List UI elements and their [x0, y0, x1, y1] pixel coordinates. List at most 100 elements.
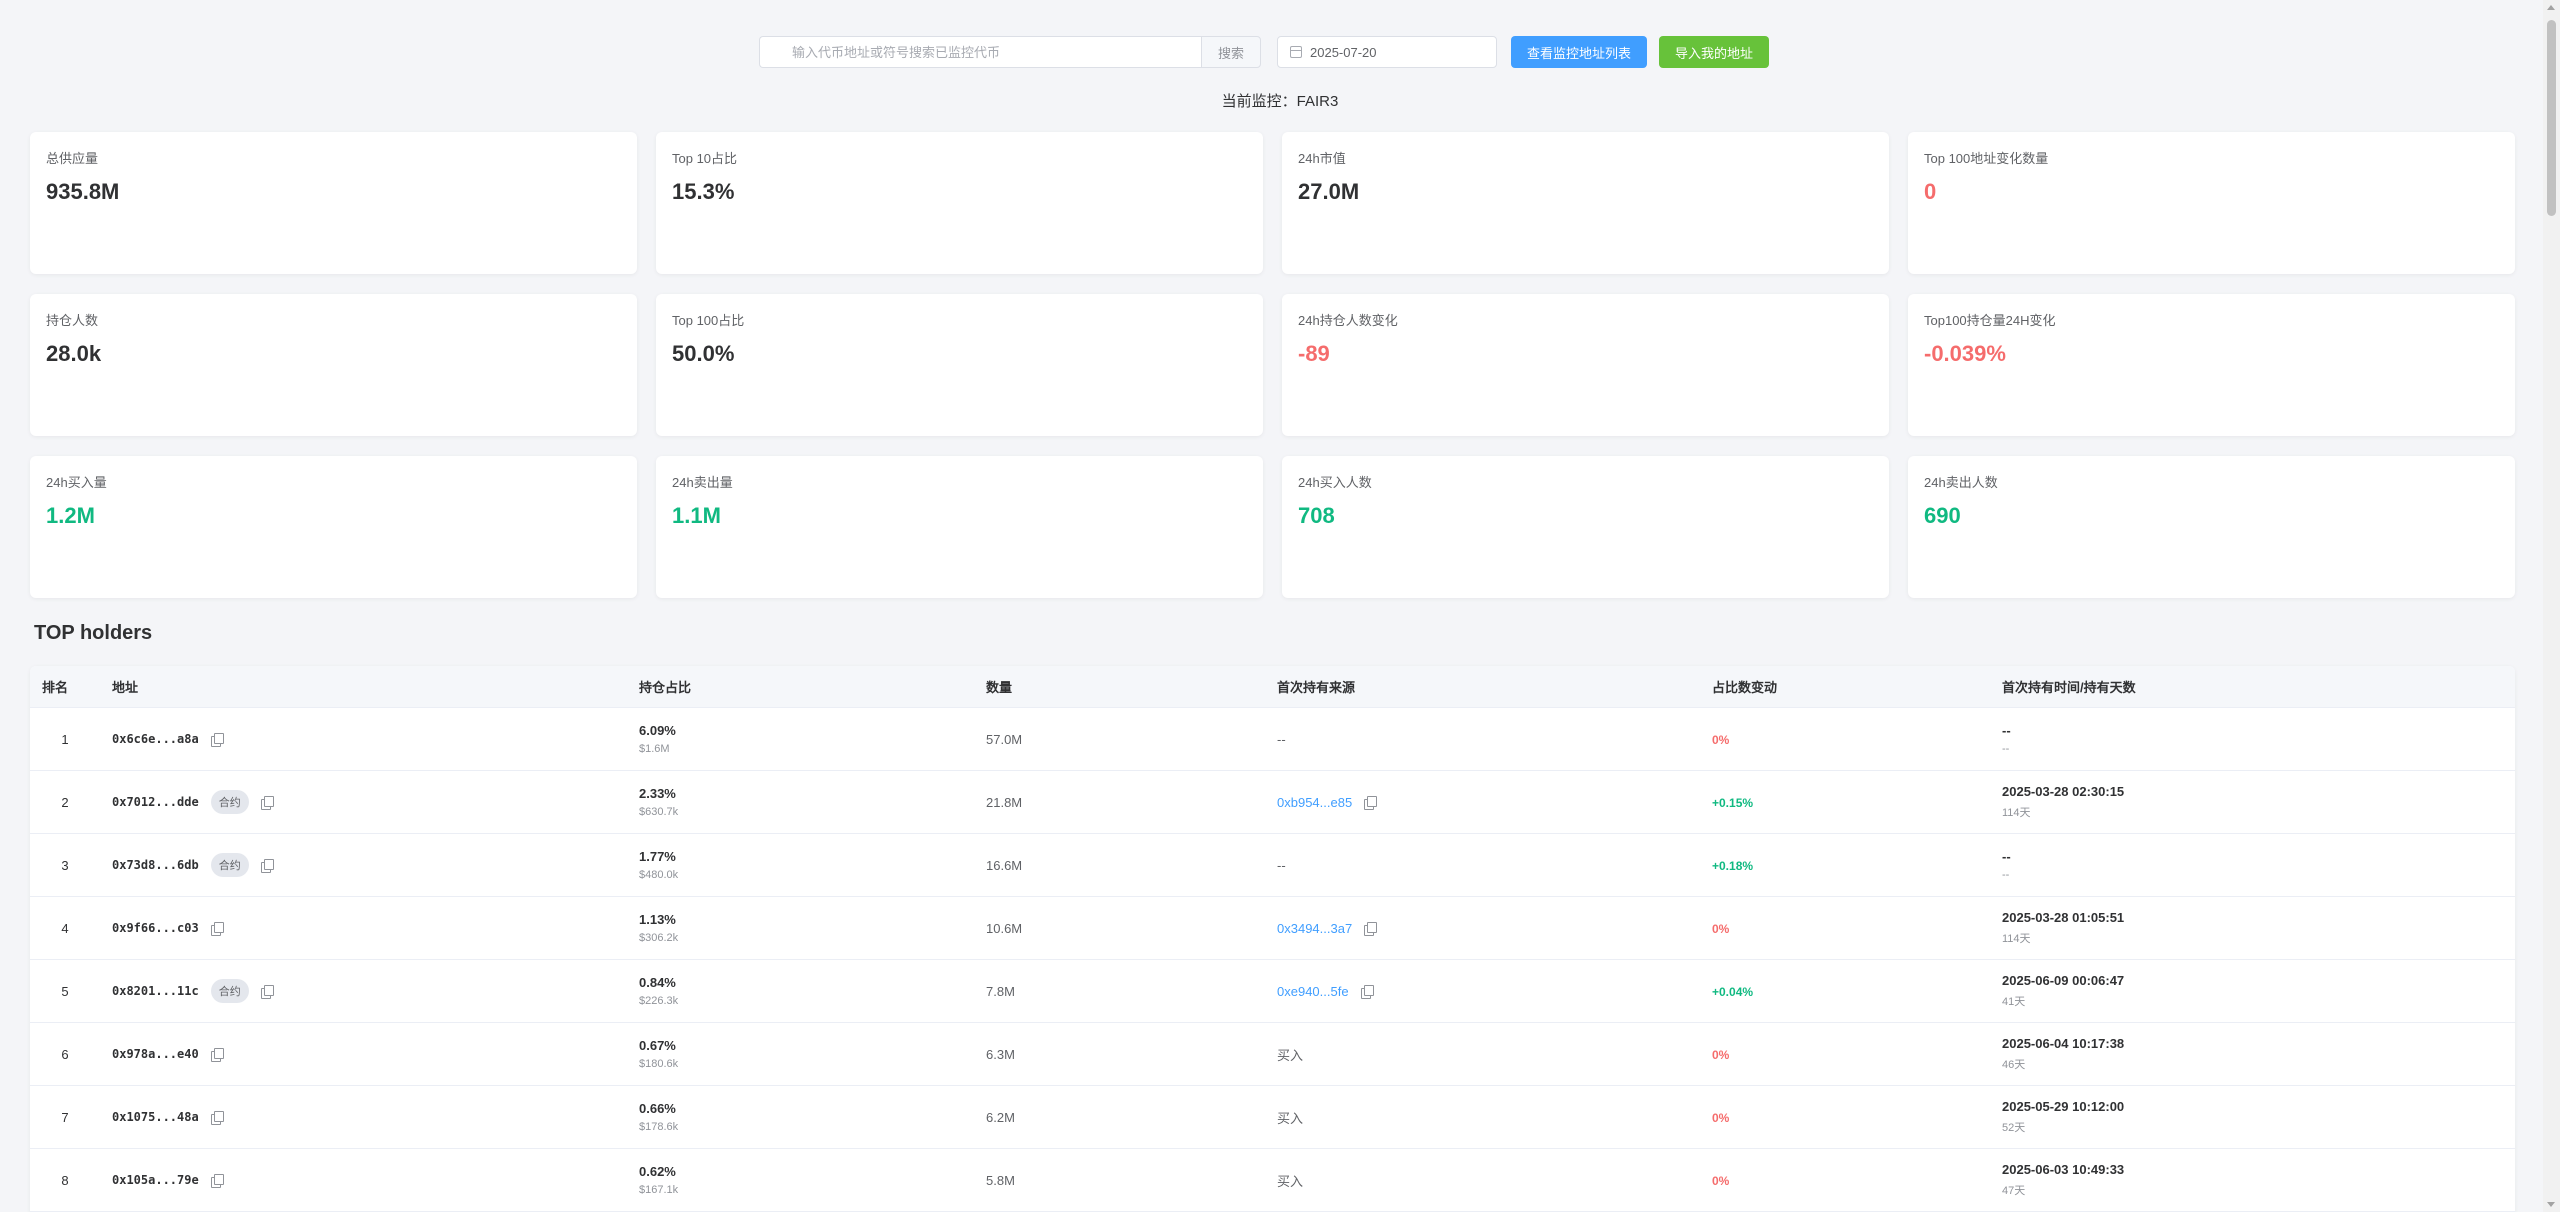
first-hold-cell: 2025-03-28 02:30:15 114天 [1990, 784, 2515, 820]
stat-label: 24h持仓人数变化 [1298, 313, 1398, 328]
copy-icon[interactable] [260, 985, 274, 999]
table-row[interactable]: 4 0x9f66...c03 1.13% $306.2k 10.6M 0x3494...3… [30, 897, 2515, 960]
source-address-link[interactable]: 0xb954...e85 [1277, 794, 1353, 810]
stat-card-24h-holder-change: 24h持仓人数变化 -89 [1282, 294, 1889, 436]
page-scrollbar[interactable] [2543, 0, 2560, 1212]
share-usd: $480.0k [639, 869, 679, 881]
holder-address[interactable]: 0x73d8...6db [112, 858, 199, 872]
copy-icon[interactable] [260, 796, 274, 810]
quantity-cell: 5.8M [986, 1172, 1015, 1188]
share-percent: 1.13% [639, 912, 676, 927]
rank-cell: 3 [61, 857, 69, 873]
table-row[interactable]: 8 0x105a...79e 0.62% $167.1k 5.8M 买入 0% 2025-06… [30, 1149, 2515, 1212]
current-monitor-label: 当前监控： [1221, 93, 1297, 110]
scroll-down-icon[interactable] [2547, 1202, 2555, 1207]
share-usd: $178.6k [639, 1121, 679, 1133]
date-picker[interactable]: 2025-07-20 [1277, 36, 1497, 68]
change-value: +0.04% [1712, 984, 1754, 999]
share-usd: $180.6k [639, 1058, 679, 1070]
copy-icon[interactable] [210, 1111, 224, 1125]
search-button[interactable]: 搜索 [1201, 36, 1261, 68]
search-toolbar: 搜索 2025-07-20 查看监控地址列表 导入我的地址 [759, 36, 1770, 68]
quantity-cell: 6.2M [986, 1109, 1015, 1125]
column-header-share: 持仓占比 [639, 680, 692, 695]
change-cell: +0.18% [1700, 858, 1990, 873]
table-row[interactable]: 7 0x1075...48a 0.66% $178.6k 6.2M 买入 0% 2025-05… [30, 1086, 2515, 1149]
copy-icon[interactable] [260, 859, 274, 873]
stat-label: Top 10占比 [672, 151, 738, 166]
view-monitor-list-button[interactable]: 查看监控地址列表 [1511, 36, 1648, 68]
table-row[interactable]: 3 0x73d8...6db 合约 1.77% $480.0k 16.6M -- +0.18%… [30, 834, 2515, 897]
table-row[interactable]: 2 0x7012...dde 合约 2.33% $630.7k 21.8M 0xb954..… [30, 771, 2515, 834]
source-address-link[interactable]: 0x3494...3a7 [1277, 920, 1353, 936]
copy-icon[interactable] [210, 733, 224, 747]
scrollbar-thumb[interactable] [2547, 20, 2556, 216]
scroll-up-icon[interactable] [2547, 5, 2555, 10]
change-cell: 0% [1700, 1047, 1990, 1062]
calendar-icon [1290, 46, 1302, 58]
stat-card-24h-buy-volume: 24h买入量 1.2M [30, 456, 637, 598]
holder-address[interactable]: 0x978a...e40 [112, 1047, 199, 1061]
stat-card-24h-market-cap: 24h市值 27.0M [1282, 132, 1889, 274]
source-cell: 0xe940...5fe [1265, 984, 1700, 999]
first-hold-cell: 2025-06-09 00:06:47 41天 [1990, 973, 2515, 1009]
address-cell: 0x8201...11c 合约 [100, 979, 627, 1003]
first-hold-time: 2025-03-28 01:05:51 [2002, 910, 2125, 925]
share-cell: 6.09% $1.6M [627, 723, 974, 755]
stat-card-24h-sellers: 24h卖出人数 690 [1908, 456, 2515, 598]
source-cell: 买入 [1265, 1045, 1700, 1064]
stat-value: -89 [1298, 341, 1330, 366]
stat-card-total-supply: 总供应量 935.8M [30, 132, 637, 274]
holder-address[interactable]: 0x6c6e...a8a [112, 732, 199, 746]
search-field[interactable] [759, 36, 1201, 68]
copy-icon[interactable] [210, 1174, 224, 1188]
quantity-cell: 10.6M [986, 920, 1023, 936]
first-hold-time: -- [2002, 723, 2011, 738]
source-address-link[interactable]: 0xe940...5fe [1277, 983, 1349, 999]
stat-cards: 总供应量 935.8M Top 10占比 15.3% 24h市值 27.0M Top … [30, 132, 2515, 598]
change-value: +0.15% [1712, 795, 1754, 810]
stat-label: 24h卖出量 [672, 475, 733, 490]
first-hold-cell: 2025-03-28 01:05:51 114天 [1990, 910, 2515, 946]
table-row[interactable]: 1 0x6c6e...a8a 6.09% $1.6M 57.0M -- 0% -- -- [30, 708, 2515, 771]
share-percent: 0.66% [639, 1101, 676, 1116]
import-addresses-button[interactable]: 导入我的地址 [1659, 36, 1770, 68]
copy-icon[interactable] [1364, 922, 1378, 936]
holder-address[interactable]: 0x1075...48a [112, 1110, 199, 1124]
copy-icon[interactable] [210, 1048, 224, 1062]
share-percent: 1.77% [639, 849, 676, 864]
source-cell: -- [1265, 858, 1700, 873]
copy-icon[interactable] [210, 922, 224, 936]
quantity-cell: 16.6M [986, 857, 1023, 873]
rank-cell: 2 [61, 794, 69, 810]
holder-address[interactable]: 0x7012...dde [112, 795, 199, 809]
table-row[interactable]: 5 0x8201...11c 合约 0.84% $226.3k 7.8M 0xe940...… [30, 960, 2515, 1023]
share-usd: $306.2k [639, 932, 679, 944]
address-cell: 0x7012...dde 合约 [100, 790, 627, 814]
column-header-quantity: 数量 [986, 680, 1013, 695]
change-cell: 0% [1700, 1110, 1990, 1125]
stat-value: 690 [1924, 503, 1961, 528]
first-hold-cell: 2025-06-04 10:17:38 46天 [1990, 1036, 2515, 1072]
current-monitor: 当前监控：FAIR3 [0, 90, 2560, 111]
copy-icon[interactable] [1360, 985, 1374, 999]
share-cell: 1.13% $306.2k [627, 912, 974, 944]
stat-value: 1.1M [672, 503, 721, 528]
stat-label: 24h市值 [1298, 151, 1346, 166]
copy-icon[interactable] [1364, 796, 1378, 810]
source-text: 买入 [1277, 1110, 1304, 1126]
hold-days: 46天 [2002, 1059, 2026, 1071]
holder-address[interactable]: 0x9f66...c03 [112, 921, 199, 935]
search-input[interactable] [792, 44, 1201, 60]
table-row[interactable]: 6 0x978a...e40 0.67% $180.6k 6.3M 买入 0% 2025-06… [30, 1023, 2515, 1086]
holder-address[interactable]: 0x8201...11c [112, 984, 199, 998]
hold-days: 47天 [2002, 1185, 2026, 1197]
stat-card-top100-address-changes: Top 100地址变化数量 0 [1908, 132, 2515, 274]
change-cell: 0% [1700, 921, 1990, 936]
holder-address[interactable]: 0x105a...79e [112, 1173, 199, 1187]
quantity-cell: 6.3M [986, 1046, 1015, 1062]
share-cell: 0.67% $180.6k [627, 1038, 974, 1070]
stat-card-top10-share: Top 10占比 15.3% [656, 132, 1263, 274]
source-text: -- [1277, 857, 1286, 873]
table-body: 1 0x6c6e...a8a 6.09% $1.6M 57.0M -- 0% -- -- 2 0x7… [30, 708, 2515, 1212]
